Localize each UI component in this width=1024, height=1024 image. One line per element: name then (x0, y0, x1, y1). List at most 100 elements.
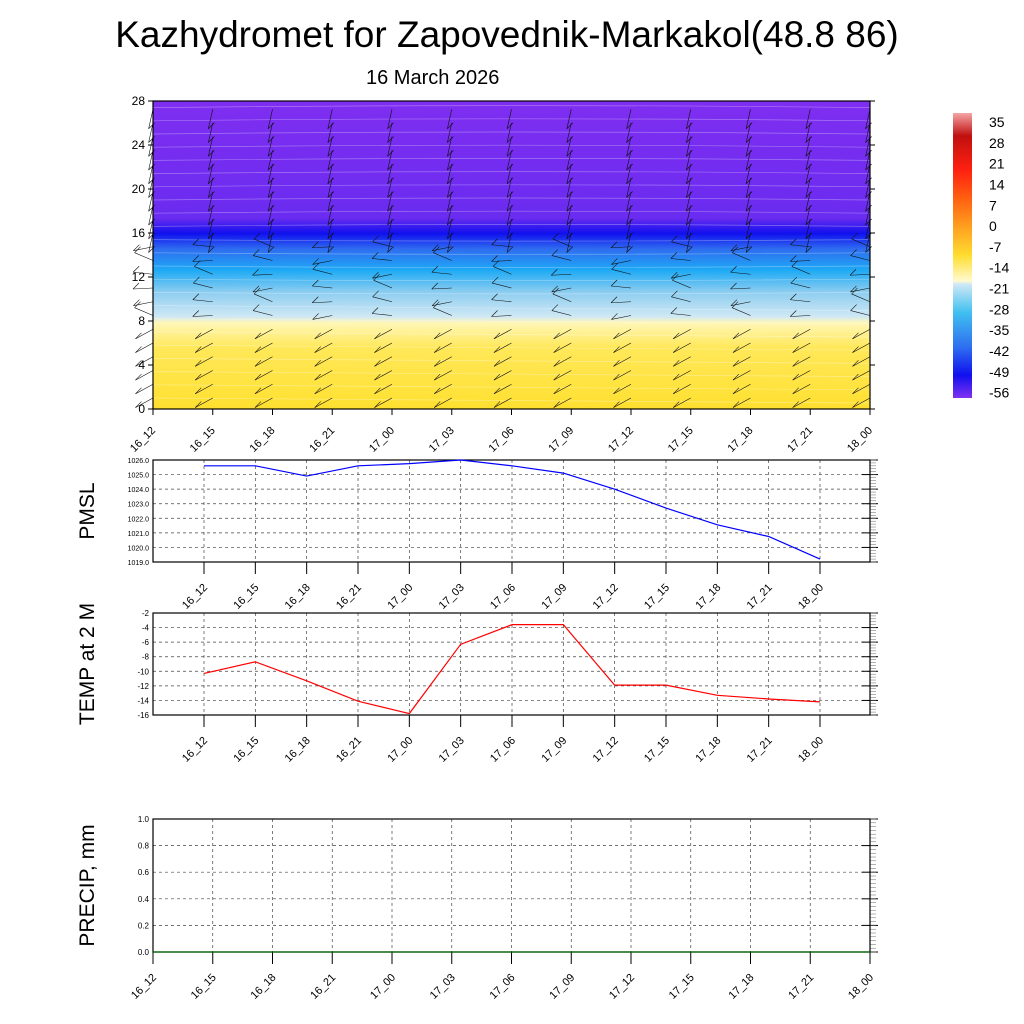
wind-barb (434, 328, 452, 340)
colorbar-label: 0 (989, 218, 997, 234)
wind-barb (865, 191, 871, 212)
wind-barb-flag (314, 332, 321, 340)
wind-barb-flag (327, 122, 335, 129)
x-tick-label: 17_18 (727, 972, 757, 1002)
wind-barb (312, 315, 333, 320)
wind-barb-flag (132, 266, 140, 273)
wind-barb (387, 232, 393, 253)
x-tick-label: 17_12 (606, 425, 636, 455)
y-tick-label: -4 (142, 624, 150, 633)
wind-barb-flag (672, 373, 680, 381)
x-tick-label: 17_00 (367, 425, 397, 455)
wind-barb (267, 109, 273, 129)
wind-barb-flag (327, 246, 335, 253)
y-tick-label: -12 (137, 682, 149, 691)
wind-barb-flag (493, 387, 501, 395)
wind-barb (506, 136, 512, 157)
wind-barb (745, 122, 751, 143)
wind-barb-flag (553, 401, 560, 408)
wind-barb (372, 241, 393, 248)
wind-barb (686, 109, 692, 129)
wind-barb (732, 356, 751, 367)
wind-barb (493, 328, 512, 340)
wind-barb-flag (732, 346, 740, 353)
y-tick-label: 1021.0 (128, 531, 150, 538)
y-tick-label: 1025.0 (128, 473, 150, 480)
wind-barb (553, 356, 572, 367)
wind-barb (254, 383, 273, 395)
contour-line (152, 331, 871, 338)
wind-barb (553, 383, 572, 395)
wind-barb-flag (254, 387, 262, 395)
y-axis-label: PRECIP, mm (76, 824, 99, 946)
wind-barb (790, 299, 811, 303)
wind-barb (134, 307, 154, 316)
contour-line (152, 384, 871, 391)
wind-barb (267, 136, 273, 157)
wind-barb-flag (135, 332, 142, 340)
wind-barb (148, 136, 154, 157)
wind-barb (372, 258, 393, 261)
wind-barb (447, 177, 453, 198)
contour-line (152, 344, 871, 351)
wind-barb-flag (613, 387, 620, 395)
wind-barb (745, 150, 751, 171)
wind-barb-flag (135, 401, 142, 408)
wind-barb-flag (387, 177, 394, 184)
wind-barb (745, 219, 751, 239)
wind-barb-flag (850, 249, 857, 256)
wind-barb-flag (566, 232, 574, 239)
wind-barb-flag (372, 272, 379, 279)
wind-barb-flag (551, 285, 558, 293)
wind-barb-flag (447, 177, 454, 184)
wind-barb-flag (194, 346, 202, 353)
wind-barb-flag (730, 266, 737, 273)
wind-barb-flag (672, 360, 680, 367)
wind-barb-flag (267, 122, 275, 129)
wind-barb (791, 266, 811, 275)
wind-barb-flag (865, 218, 872, 226)
wind-barb-flag (133, 299, 140, 306)
wind-barb-flag (851, 232, 858, 240)
x-tick-label: 18_00 (846, 972, 876, 1002)
wind-barb-flag (252, 304, 260, 311)
wind-barb-flag (613, 332, 620, 340)
wind-barb-flag (267, 177, 275, 184)
wind-barb (208, 177, 214, 198)
wind-barb-flag (805, 205, 813, 212)
wind-barb-flag (254, 346, 262, 353)
wind-barb-flag (314, 373, 321, 381)
wind-barb (805, 109, 811, 129)
wind-barb-flag (371, 307, 379, 314)
wind-barb (135, 397, 154, 408)
wind-barb (805, 205, 811, 226)
wind-barb (551, 287, 572, 293)
wind-barb (506, 150, 512, 171)
wind-barb (374, 356, 393, 367)
wind-barb (374, 383, 393, 395)
wind-barb (732, 328, 751, 340)
wind-barb-flag (433, 387, 441, 395)
wind-barb-flag (327, 136, 335, 143)
x-tick-label: 17_15 (642, 582, 672, 612)
wind-barb (745, 109, 751, 129)
cross-section-panel: 0 4 8 12 16 20 24 28 16_12 16_15 16_18 16_21 17_00 17… (128, 94, 875, 455)
contour-line (152, 158, 871, 161)
wind-barb-flag (135, 346, 142, 353)
wind-barb-flag (148, 218, 155, 226)
wind-barb (434, 370, 452, 381)
wind-barb-flag (208, 191, 215, 198)
wind-barb (730, 287, 751, 290)
wind-barb (506, 191, 512, 212)
wind-barb (686, 122, 692, 143)
colorbar-label: 35 (989, 114, 1005, 130)
wind-barb-flag (745, 163, 753, 171)
wind-barb (613, 328, 632, 340)
x-tick-label: 17_03 (437, 582, 467, 612)
colorbar-label: -7 (989, 239, 1002, 255)
wind-barb-flag (626, 205, 633, 212)
wind-barb (506, 122, 512, 143)
y-tick-label: 1026.0 (128, 458, 150, 465)
wind-barb (491, 315, 512, 317)
wind-barb-flag (850, 304, 857, 311)
